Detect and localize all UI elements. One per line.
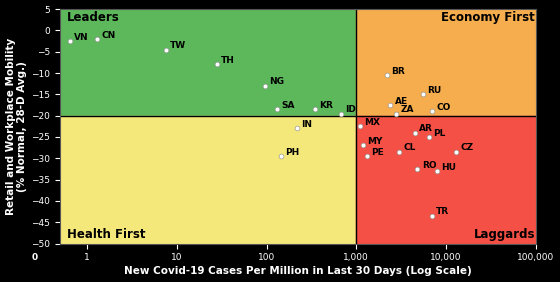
Point	[382, 73, 391, 77]
Point	[277, 154, 286, 158]
Point	[93, 37, 102, 41]
Point	[428, 213, 437, 218]
Y-axis label: Retail and Workplace Mobility
(% Normal, 28-D Avg.): Retail and Workplace Mobility (% Normal,…	[6, 38, 27, 215]
Text: CL: CL	[403, 144, 416, 153]
Text: Leaders: Leaders	[67, 11, 120, 24]
Text: NG: NG	[269, 78, 284, 86]
X-axis label: New Covid-19 Cases Per Million in Last 30 Days (Log Scale): New Covid-19 Cases Per Million in Last 3…	[124, 266, 472, 276]
Text: AR: AR	[419, 124, 433, 133]
Text: PE: PE	[371, 148, 384, 157]
Point	[161, 47, 170, 52]
Text: TR: TR	[436, 208, 450, 217]
Text: RU: RU	[427, 86, 441, 95]
Point	[433, 169, 442, 173]
Text: CZ: CZ	[460, 144, 474, 153]
Text: VN: VN	[74, 33, 89, 42]
Point	[395, 150, 404, 154]
Point	[413, 167, 422, 171]
Point	[452, 150, 461, 154]
Point	[392, 111, 401, 116]
Point	[410, 131, 419, 135]
Text: AE: AE	[395, 97, 408, 105]
Text: MX: MX	[364, 118, 380, 127]
Text: Health First: Health First	[67, 228, 146, 241]
Text: SA: SA	[281, 101, 295, 110]
Point	[386, 103, 395, 107]
Point	[212, 62, 221, 67]
Text: ZA: ZA	[400, 105, 414, 114]
Text: Laggards: Laggards	[474, 228, 535, 241]
Text: HU: HU	[441, 163, 456, 172]
Point	[428, 109, 437, 114]
Point	[359, 143, 368, 148]
Text: CN: CN	[101, 30, 116, 39]
Text: KR: KR	[320, 101, 333, 110]
Point	[311, 107, 320, 111]
Text: BR: BR	[391, 67, 405, 76]
Point	[293, 126, 302, 131]
Point	[66, 39, 74, 43]
Text: 0: 0	[32, 253, 38, 262]
Point	[260, 83, 269, 88]
Text: TH: TH	[221, 56, 235, 65]
Text: TW: TW	[170, 41, 186, 50]
Point	[418, 92, 427, 96]
Point	[272, 107, 281, 111]
Text: MY: MY	[367, 137, 383, 146]
Point	[337, 111, 346, 116]
Text: PH: PH	[285, 148, 300, 157]
Point	[356, 124, 365, 129]
Text: Economy First: Economy First	[441, 11, 535, 24]
Text: RO: RO	[422, 160, 436, 169]
Text: IN: IN	[301, 120, 312, 129]
Text: PL: PL	[433, 129, 446, 138]
Point	[425, 135, 434, 139]
Point	[362, 154, 371, 158]
Text: ID: ID	[346, 105, 356, 114]
Text: CO: CO	[436, 103, 451, 112]
